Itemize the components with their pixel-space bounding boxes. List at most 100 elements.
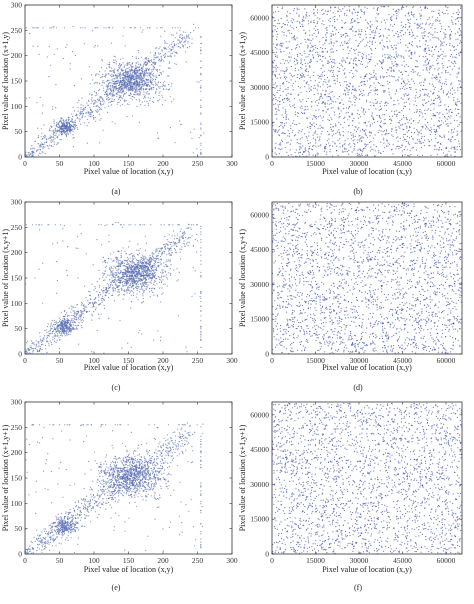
data-point bbox=[308, 23, 310, 25]
data-point bbox=[332, 30, 334, 32]
data-point bbox=[391, 130, 393, 132]
data-point bbox=[184, 41, 186, 43]
data-point bbox=[430, 154, 432, 156]
data-point bbox=[349, 61, 351, 63]
data-point bbox=[378, 150, 380, 152]
data-point bbox=[128, 63, 130, 65]
data-point bbox=[272, 30, 274, 32]
data-point bbox=[364, 132, 366, 134]
data-point bbox=[329, 21, 331, 23]
data-point bbox=[128, 66, 130, 68]
data-point bbox=[279, 48, 281, 50]
data-point bbox=[120, 77, 122, 79]
data-point bbox=[161, 85, 163, 88]
data-point bbox=[328, 81, 330, 83]
data-point bbox=[320, 95, 322, 97]
data-point bbox=[182, 37, 184, 39]
data-point bbox=[403, 57, 405, 59]
data-point bbox=[108, 102, 110, 104]
data-point bbox=[60, 139, 62, 141]
data-point bbox=[175, 63, 177, 65]
data-point bbox=[365, 57, 367, 59]
data-point bbox=[444, 36, 446, 38]
data-point bbox=[72, 25, 74, 28]
data-point bbox=[396, 31, 398, 33]
data-point bbox=[437, 62, 439, 64]
data-point bbox=[417, 23, 419, 25]
data-point bbox=[120, 65, 122, 67]
data-point bbox=[386, 101, 388, 103]
data-point bbox=[42, 104, 44, 106]
data-point bbox=[440, 100, 442, 102]
data-point bbox=[155, 76, 157, 78]
data-point bbox=[435, 133, 437, 136]
data-point bbox=[348, 10, 351, 12]
data-point bbox=[300, 147, 302, 149]
data-point bbox=[301, 72, 303, 74]
data-point bbox=[158, 92, 160, 94]
data-point bbox=[393, 111, 395, 113]
data-point bbox=[134, 91, 136, 93]
data-point bbox=[139, 88, 141, 90]
data-point bbox=[129, 257, 131, 259]
data-point bbox=[345, 148, 347, 150]
data-point bbox=[395, 114, 397, 116]
data-point bbox=[313, 48, 315, 50]
data-point bbox=[317, 127, 319, 129]
data-point bbox=[407, 29, 409, 31]
data-point bbox=[287, 130, 289, 132]
data-point bbox=[454, 56, 456, 58]
data-point bbox=[155, 88, 158, 90]
data-point bbox=[110, 82, 112, 84]
data-point bbox=[192, 152, 194, 154]
data-point bbox=[180, 27, 182, 29]
data-point bbox=[291, 21, 293, 24]
data-point bbox=[330, 98, 332, 101]
data-point bbox=[55, 125, 57, 127]
data-point bbox=[341, 19, 343, 21]
data-point bbox=[391, 15, 393, 17]
data-point bbox=[301, 153, 304, 155]
data-point bbox=[360, 116, 362, 118]
data-point bbox=[382, 45, 384, 47]
data-point bbox=[122, 74, 124, 76]
data-point bbox=[168, 61, 170, 63]
data-point bbox=[96, 73, 98, 75]
data-point bbox=[63, 128, 65, 130]
data-point bbox=[411, 53, 413, 55]
data-point bbox=[344, 143, 346, 145]
data-point bbox=[415, 95, 417, 97]
data-point bbox=[353, 58, 355, 60]
data-point bbox=[283, 62, 285, 64]
data-point bbox=[89, 115, 92, 118]
data-point bbox=[190, 31, 192, 34]
data-point bbox=[285, 111, 287, 113]
data-point bbox=[150, 73, 152, 75]
data-point bbox=[444, 120, 447, 122]
data-point bbox=[299, 148, 301, 150]
data-point bbox=[180, 34, 182, 36]
data-point bbox=[120, 85, 123, 87]
data-point bbox=[321, 10, 323, 12]
data-point bbox=[391, 19, 393, 21]
data-point bbox=[154, 81, 156, 83]
data-point bbox=[434, 36, 436, 38]
data-point bbox=[165, 52, 167, 55]
data-point bbox=[288, 41, 290, 43]
data-point bbox=[285, 94, 288, 96]
data-point bbox=[456, 130, 458, 132]
data-point bbox=[417, 139, 419, 141]
data-point bbox=[289, 143, 291, 145]
data-point bbox=[344, 12, 346, 14]
data-point bbox=[337, 66, 339, 68]
data-point bbox=[176, 32, 178, 34]
data-point bbox=[154, 79, 157, 81]
data-point bbox=[450, 49, 452, 51]
data-point bbox=[432, 64, 434, 66]
data-point bbox=[305, 65, 307, 67]
data-point bbox=[457, 14, 459, 16]
data-point bbox=[381, 63, 383, 65]
data-point bbox=[135, 69, 137, 71]
data-point bbox=[298, 78, 301, 80]
data-point bbox=[386, 130, 388, 132]
